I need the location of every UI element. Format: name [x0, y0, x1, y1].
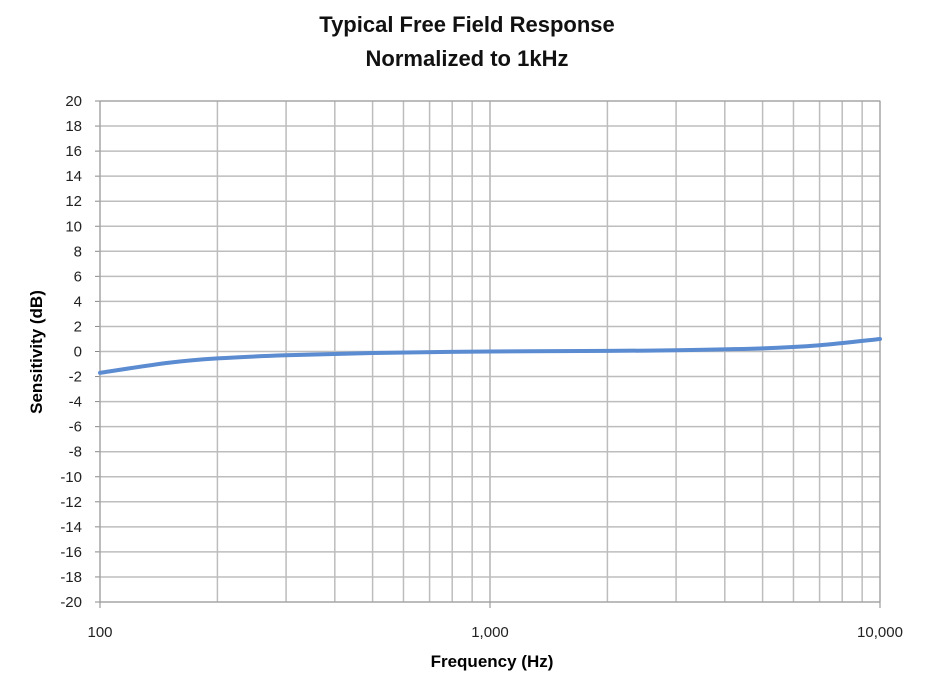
- y-tick-label: 6: [74, 268, 82, 285]
- x-axis-label: Frequency (Hz): [430, 652, 554, 671]
- y-tick-label: -4: [69, 394, 82, 411]
- y-tick-label: -10: [60, 469, 82, 486]
- y-tick-label: -16: [60, 544, 82, 561]
- y-tick-label: -2: [69, 369, 82, 386]
- y-tick-label: 20: [65, 93, 82, 110]
- x-tick-label: 100: [87, 624, 112, 641]
- y-tick-label: 18: [65, 118, 82, 135]
- plot-border: [99, 100, 881, 603]
- y-tick-label: -18: [60, 569, 82, 586]
- chart-title: Typical Free Field Response: [319, 12, 615, 37]
- y-tick-label: 14: [65, 168, 82, 185]
- y-tick-label: 16: [65, 143, 82, 160]
- y-axis-label: Sensitivity (dB): [27, 290, 46, 414]
- x-tick-label: 10,000: [857, 624, 903, 641]
- y-tick-label: -8: [69, 444, 82, 461]
- y-tick-label: 12: [65, 193, 82, 210]
- y-tick-label: -20: [60, 594, 82, 611]
- y-tick-label: 0: [74, 344, 82, 361]
- chart-subtitle: Normalized to 1kHz: [365, 46, 569, 71]
- y-tick-label: 10: [65, 218, 82, 235]
- y-tick-label: 2: [74, 318, 82, 335]
- series-line: [98, 336, 882, 375]
- x-tick-label: 1,000: [471, 624, 509, 641]
- y-tick-label: -12: [60, 494, 82, 511]
- y-tick-label: -6: [69, 419, 82, 436]
- y-tick-label: 8: [74, 243, 82, 260]
- y-tick-label: -14: [60, 519, 82, 536]
- y-tick-label: 4: [74, 293, 82, 310]
